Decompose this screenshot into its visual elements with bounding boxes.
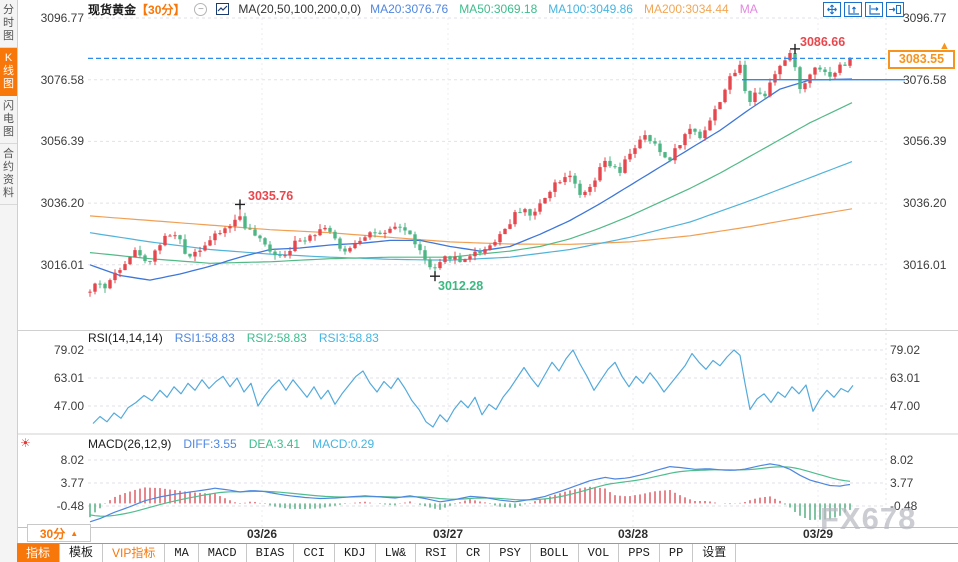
- axis-value-label: 3096.77: [40, 11, 84, 25]
- macd-legend-item: DIFF:3.55: [183, 437, 237, 451]
- toolbar-tab-bias[interactable]: BIAS: [247, 544, 295, 562]
- axis-value-label: 3056.39: [40, 134, 84, 149]
- axis-value-label: -0.48: [890, 499, 918, 513]
- period-high-label: 3086.66: [800, 35, 846, 49]
- pan-icon[interactable]: [823, 2, 841, 17]
- rsi-legend-item: RSI2:58.83: [246, 331, 307, 345]
- axis-value-label: 79.02: [890, 343, 921, 357]
- axis-value-label: 8.02: [60, 452, 84, 467]
- last-price-tag: 3083.55: [888, 50, 955, 69]
- axis-value-label: 3.77: [60, 476, 84, 490]
- x-axis-date-label: 03/27: [432, 527, 464, 541]
- axis-value-label: 3036.20: [40, 196, 84, 211]
- local-low-label: 3012.28: [438, 279, 484, 293]
- sidebar-tab-contract-info[interactable]: 合约资料: [0, 144, 17, 205]
- axis-value-label: 3.77: [890, 476, 914, 490]
- price-up-arrow-icon: ▲: [939, 40, 950, 52]
- dropdown-arrow-icon: ▲: [70, 528, 79, 538]
- macd-legend-item: MACD:0.29: [312, 437, 375, 451]
- toolbar-tab-templates[interactable]: 模板: [60, 544, 104, 562]
- ma-legend-item: MA: [739, 2, 758, 16]
- toolbar-tab-macd[interactable]: MACD: [199, 544, 247, 562]
- toolbar-tab-lwr[interactable]: LW&: [376, 544, 417, 562]
- axis-value-label: 47.00: [890, 399, 921, 414]
- ma-legend-item: MA50:3069.18: [459, 2, 538, 16]
- period-selector-button[interactable]: 30分 ▲: [27, 524, 91, 542]
- axis-value-label: 47.00: [53, 399, 84, 414]
- toolbar-tab-vol[interactable]: VOL: [579, 544, 620, 562]
- chart-mode-sidebar: 分时图 K线图 闪电图 合约资料: [0, 0, 18, 562]
- ma-group-label: MA(20,50,100,200,0,0): [238, 2, 362, 16]
- axis-value-label: 63.01: [53, 371, 84, 386]
- toolbar-tab-cci[interactable]: CCI: [294, 544, 336, 562]
- sidebar-tab-kline-chart[interactable]: K线图: [0, 48, 17, 96]
- toolbar-tab-settings[interactable]: 设置: [693, 544, 737, 562]
- axis-value-label: -0.48: [56, 499, 84, 513]
- axis-zoom-x-icon[interactable]: [865, 2, 883, 17]
- toolbar-tab-indicators[interactable]: 指标: [17, 544, 61, 562]
- toolbar-tab-pp[interactable]: PP: [660, 544, 694, 562]
- x-axis-date-label: 03/26: [246, 527, 278, 541]
- sidebar-tab-time-chart[interactable]: 分时图: [0, 0, 17, 48]
- rsi-legend-item: RSI1:58.83: [174, 331, 235, 345]
- axis-value-label: 3096.77: [903, 11, 947, 25]
- toolbar-tab-rsi[interactable]: RSI: [416, 544, 457, 562]
- x-axis-date-label: 03/28: [617, 527, 649, 541]
- toolbar-tab-kdj[interactable]: KDJ: [335, 544, 376, 562]
- toolbar-tab-cr[interactable]: CR: [457, 544, 491, 562]
- axis-value-label: 8.02: [890, 452, 914, 467]
- x-axis-date-label: 03/29: [802, 527, 834, 541]
- chart-type-icon[interactable]: [216, 3, 230, 15]
- chart-tools: [823, 2, 904, 17]
- axis-zoom-y-icon[interactable]: [844, 2, 862, 17]
- axis-value-label: 79.02: [53, 343, 84, 357]
- local-high-label: 3035.76: [248, 189, 294, 203]
- axis-value-label: 63.01: [890, 371, 921, 386]
- ma-legend-item: MA20:3076.76: [370, 2, 449, 16]
- symbol-title: 现货黄金【30分】: [88, 2, 186, 17]
- toolbar-tab-ma[interactable]: MA: [165, 544, 199, 562]
- toolbar-tab-vip-indicators[interactable]: VIP指标: [103, 544, 166, 562]
- ma-legend-item: MA100:3049.86: [548, 2, 633, 16]
- axis-value-label: 3016.01: [40, 257, 84, 272]
- macd-panel-header: MACD(26,12,9) DIFF:3.55 DEA:3.41 MACD:0.29: [88, 437, 374, 451]
- ma-legend: MA20:3076.76 MA50:3069.18 MA100:3049.86 MA2…: [370, 2, 758, 16]
- collapse-header-icon[interactable]: −: [194, 2, 208, 16]
- toolbar-tab-boll[interactable]: BOLL: [531, 544, 579, 562]
- rsi-legend-item: RSI3:58.83: [318, 331, 379, 345]
- rsi-title: RSI(14,14,14): [88, 331, 163, 345]
- toolbar-tab-psy[interactable]: PSY: [490, 544, 531, 562]
- chart-header: 现货黄金【30分】 − MA(20,50,100,200,0,0) MA20:3…: [88, 1, 758, 17]
- toolbar-tab-pps[interactable]: PPS: [619, 544, 660, 562]
- macd-title: MACD(26,12,9): [88, 437, 172, 451]
- macd-legend-item: DEA:3.41: [248, 437, 301, 451]
- axis-value-label: 3036.20: [903, 196, 947, 211]
- ma-legend-item: MA200:3034.44: [643, 2, 729, 16]
- axis-value-label: 3076.58: [903, 72, 947, 87]
- macd-indicator-icon[interactable]: ☀: [20, 436, 31, 450]
- collapse-panel-icon[interactable]: [886, 2, 904, 17]
- indicator-toolbar: 指标 模板 VIP指标 MA MACD BIAS CCI KDJ LW& RSI CR PSY BOLL…: [17, 543, 958, 562]
- rsi-panel-header: RSI(14,14,14) RSI1:58.83 RSI2:58.83 RSI3:5…: [88, 331, 379, 345]
- axis-value-label: 3056.39: [903, 134, 947, 149]
- axis-value-label: 3076.58: [40, 72, 84, 87]
- fx678-watermark: FX678: [820, 501, 917, 536]
- axis-value-label: 3016.01: [903, 257, 947, 272]
- sidebar-tab-flash-chart[interactable]: 闪电图: [0, 96, 17, 144]
